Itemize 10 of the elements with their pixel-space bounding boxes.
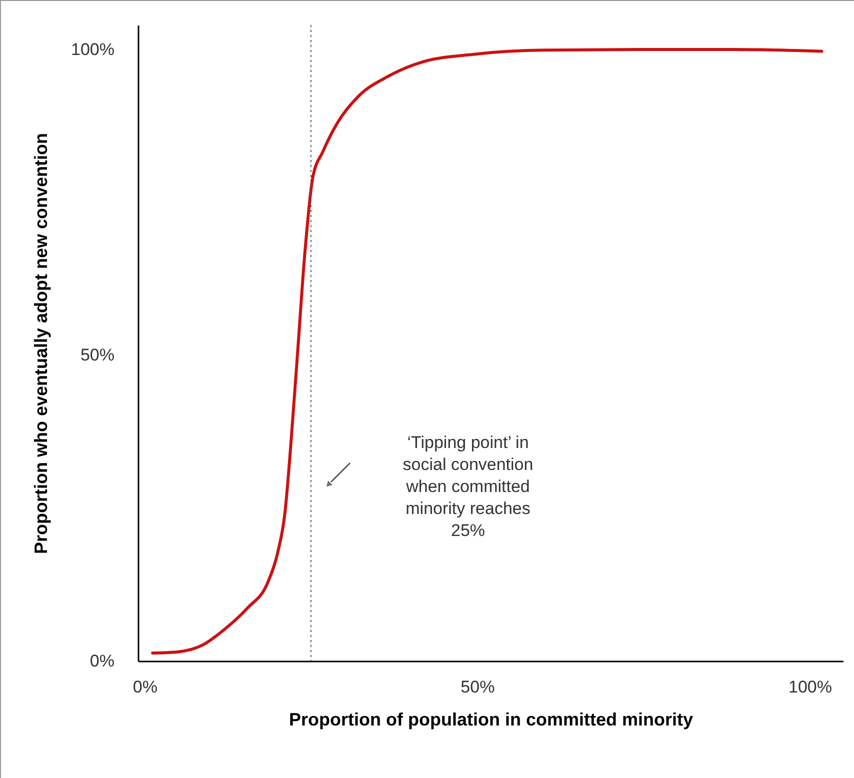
x-tick-label: 50% — [460, 678, 495, 696]
y-tick-label: 100% — [71, 40, 114, 59]
annotation: ‘Tipping point’ in social convention when committed minority reaches 25% — [402, 433, 534, 540]
y-tick-label: 0% — [90, 652, 114, 670]
line-series — [151, 48, 824, 655]
x-axis-title: Proportion of population in committed minority — [289, 710, 693, 730]
x-tick-label: 0% — [132, 678, 158, 696]
y-axis-title: Proportion who eventually adopt new convention — [31, 132, 52, 554]
x-tick-label: 100% — [788, 678, 832, 696]
y-tick-label: 50% — [80, 346, 114, 365]
